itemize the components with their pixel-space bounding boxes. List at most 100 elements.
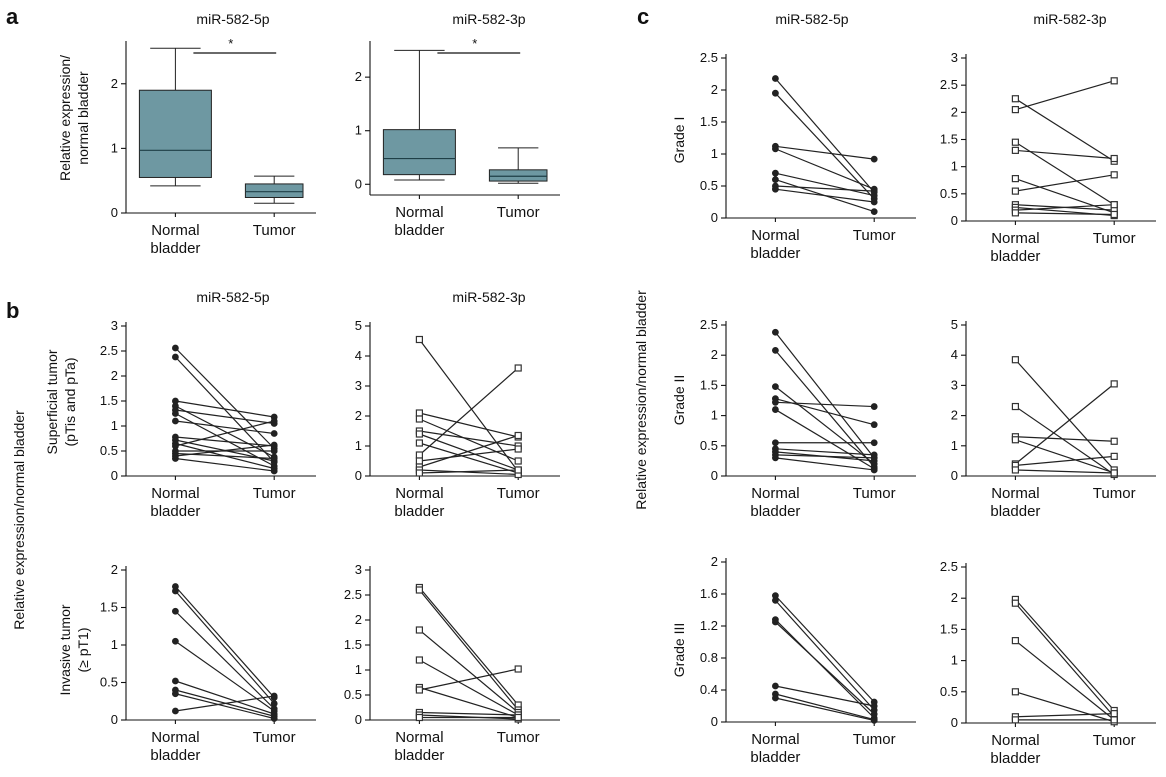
data-point-square — [1011, 356, 1020, 364]
x-category-label: Tumor — [1093, 485, 1136, 502]
data-point-circle — [772, 406, 779, 413]
y-tick-label: 2.5 — [940, 77, 958, 92]
pair-line — [175, 444, 275, 457]
x-category-label: Tumor — [253, 485, 296, 502]
y-tick-label: 5 — [951, 317, 958, 332]
data-point-circle — [171, 587, 179, 595]
pair-line — [1015, 204, 1115, 211]
pair-line — [175, 695, 275, 712]
y-tick-label: 1 — [951, 438, 958, 453]
pair-line — [775, 693, 875, 721]
y-tick-label: 1.2 — [700, 618, 718, 633]
ylabel-c-grade3: Grade III — [671, 623, 687, 677]
pair-line — [1015, 174, 1115, 192]
y-tick-label: 2 — [711, 347, 718, 362]
y-tick-label: 2 — [951, 408, 958, 423]
panel-letter-c: c — [637, 4, 649, 29]
panel-letter-a: a — [6, 4, 19, 29]
data-point-circle — [171, 707, 179, 715]
data-point-circle — [870, 717, 878, 724]
data-point-circle — [870, 439, 878, 447]
data-point-circle — [870, 421, 878, 429]
data-point-circle — [171, 353, 179, 361]
pair-line — [175, 457, 275, 472]
pair-line — [774, 92, 875, 200]
pair-line — [1015, 469, 1115, 474]
y-tick-label: 1 — [355, 438, 362, 453]
data-point-square — [415, 469, 423, 477]
x-category-label: bladder — [750, 749, 800, 766]
data-point-circle — [772, 618, 779, 626]
box-body — [244, 183, 304, 198]
pair-line — [775, 401, 875, 408]
y-tick-label: 2 — [111, 368, 118, 383]
data-point-circle — [870, 208, 878, 216]
y-tick-label: 1 — [355, 662, 362, 677]
ylabel-c-shared: Relative expression/normal bladder — [633, 290, 649, 510]
y-tick-label: 2.5 — [940, 559, 958, 574]
pair-line — [419, 367, 519, 456]
x-category-label: bladder — [150, 240, 200, 257]
data-point-circle — [772, 89, 779, 97]
data-point-square — [514, 713, 522, 722]
y-tick-label: 0 — [111, 468, 118, 483]
pair-line — [175, 420, 275, 435]
pair-line — [175, 405, 275, 458]
data-point-square — [1110, 710, 1118, 718]
pair-line — [775, 697, 875, 721]
pair-line — [1015, 178, 1115, 214]
y-tick-label: 0 — [355, 468, 362, 483]
y-tick-label: 0 — [111, 205, 118, 220]
x-category-label: bladder — [990, 750, 1040, 767]
y-tick-label: 2.5 — [100, 343, 118, 358]
ylabel-b-superficial-line1: Superficial tumor — [44, 349, 60, 454]
data-point-circle — [870, 155, 878, 163]
data-point-circle — [772, 454, 779, 462]
y-tick-label: 1 — [951, 159, 958, 174]
data-point-circle — [772, 145, 779, 153]
x-category-label: Tumor — [253, 729, 296, 746]
pair-line — [419, 448, 519, 462]
pair-line — [775, 448, 875, 456]
pair-line — [775, 148, 875, 190]
significance-star: * — [228, 36, 233, 51]
y-tick-label: 0 — [711, 210, 718, 225]
pair-line — [1015, 439, 1115, 474]
charts-layer: 012NormalbladderTumor*012NormalbladderTu… — [100, 36, 1156, 767]
data-point-circle — [772, 169, 779, 177]
y-tick-label: 1.5 — [100, 600, 118, 615]
data-point-circle — [870, 198, 878, 206]
y-tick-label: 1 — [711, 408, 718, 423]
y-tick-label: 3 — [355, 378, 362, 393]
pair-line — [775, 172, 875, 197]
title-a-3p: miR-582-3p — [452, 11, 525, 27]
pair-line — [419, 469, 519, 476]
data-point-circle — [870, 466, 878, 474]
y-tick-label: 2.5 — [344, 587, 362, 602]
data-point-circle — [171, 637, 179, 645]
data-point-square — [415, 626, 423, 634]
x-category-label: bladder — [394, 503, 444, 520]
data-point-circle — [270, 447, 278, 455]
pair-line — [775, 685, 875, 707]
y-tick-label: 0 — [951, 213, 958, 228]
data-point-circle — [171, 607, 179, 615]
x-category-label: Tumor — [1093, 732, 1136, 749]
data-point-square — [1011, 466, 1020, 474]
pair-line — [1015, 406, 1115, 475]
data-point-square — [1110, 452, 1118, 460]
data-point-square — [514, 457, 522, 465]
data-point-square — [1011, 209, 1020, 217]
data-point-square — [1110, 437, 1118, 445]
data-point-circle — [171, 455, 179, 462]
title-b-5p: miR-582-5p — [196, 289, 269, 305]
data-point-square — [415, 415, 423, 423]
y-tick-label: 2 — [711, 82, 718, 97]
data-point-square — [1110, 469, 1118, 477]
pair-line — [419, 418, 519, 462]
data-point-circle — [270, 455, 278, 462]
x-category-label: Tumor — [497, 729, 540, 746]
